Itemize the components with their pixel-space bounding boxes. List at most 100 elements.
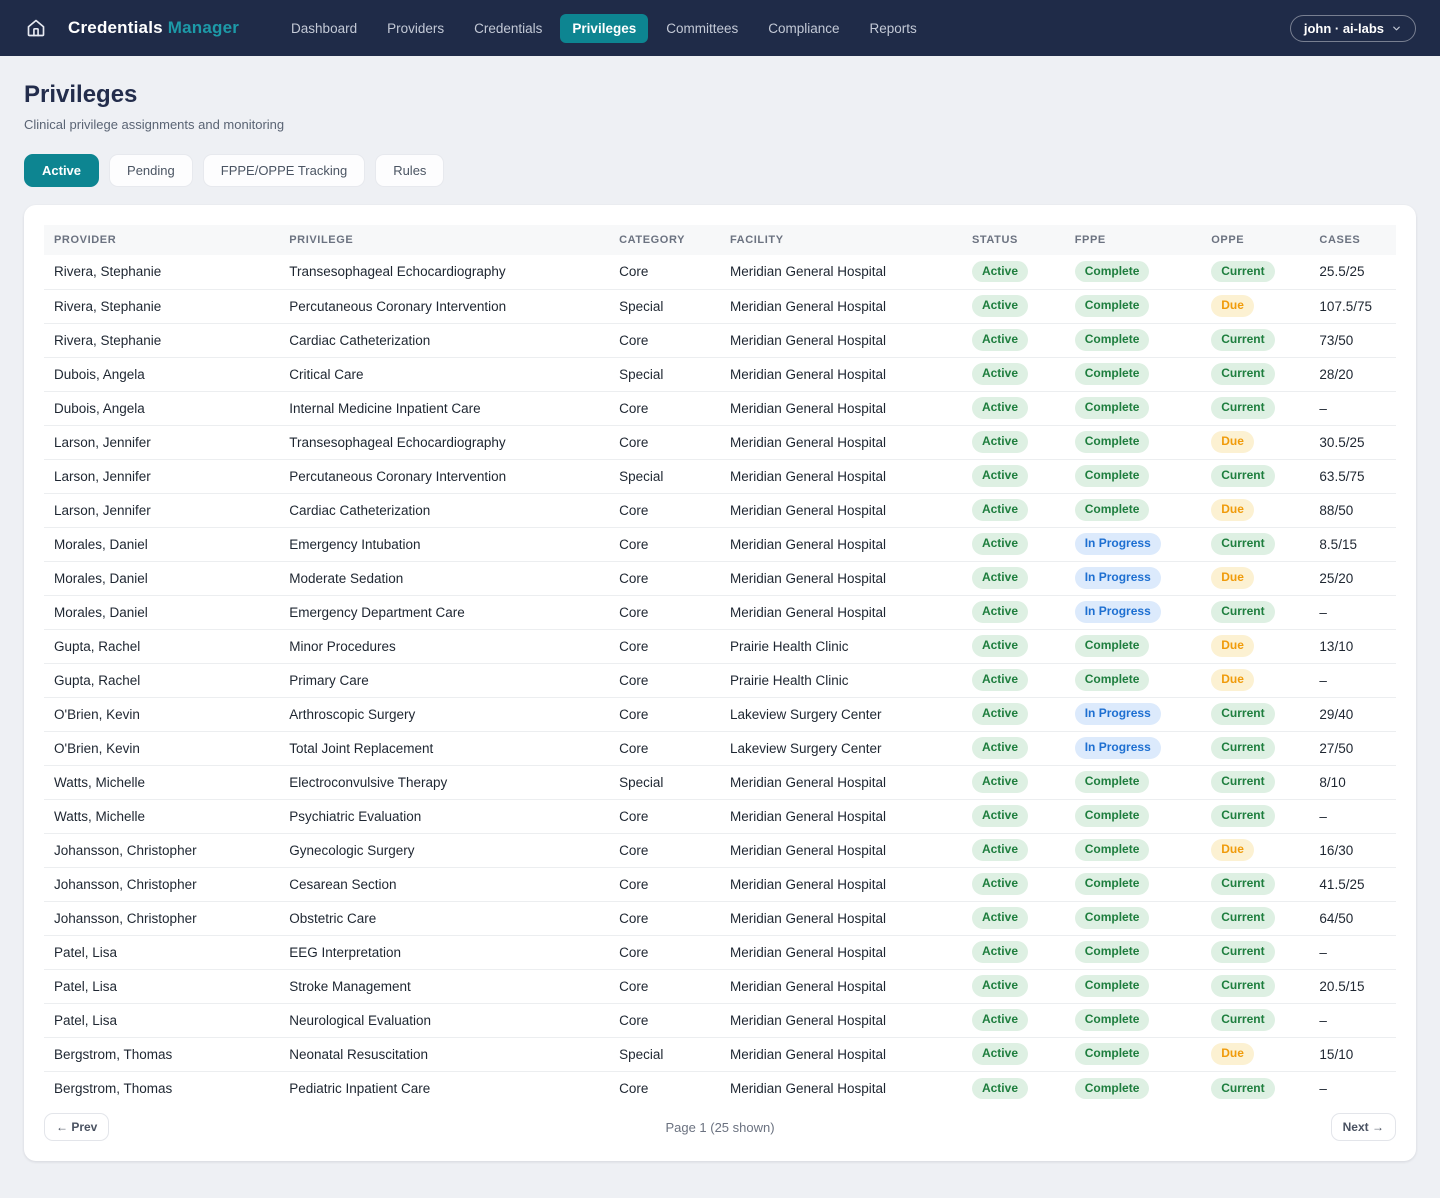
facility-cell: Prairie Health Clinic — [720, 629, 962, 663]
facility-cell: Meridian General Hospital — [720, 425, 962, 459]
oppe-cell: Current — [1201, 765, 1309, 799]
column-header-oppe: OPPE — [1201, 225, 1309, 255]
oppe-cell: Current — [1201, 255, 1309, 289]
privilege-cell: Cardiac Catheterization — [279, 493, 609, 527]
column-header-cases: Cases — [1309, 225, 1396, 255]
table-body: Rivera, StephanieTransesophageal Echocar… — [44, 255, 1396, 1105]
status-badge: Active — [972, 975, 1028, 996]
cases-cell: 27/50 — [1309, 731, 1396, 765]
nav-item-dashboard[interactable]: Dashboard — [279, 14, 369, 43]
fppe-cell: Complete — [1065, 765, 1202, 799]
cases-cell: 88/50 — [1309, 493, 1396, 527]
category-cell: Core — [609, 527, 720, 561]
category-cell: Core — [609, 629, 720, 663]
status-cell: Active — [962, 1037, 1065, 1071]
tab-fppe-oppe-tracking[interactable]: FPPE/OPPE Tracking — [203, 154, 365, 187]
oppe-cell: Due — [1201, 629, 1309, 663]
oppe-badge: Current — [1211, 601, 1274, 622]
table-row: Larson, JenniferPercutaneous Coronary In… — [44, 459, 1396, 493]
oppe-badge: Current — [1211, 465, 1274, 486]
status-badge: Active — [972, 295, 1028, 316]
fppe-cell: Complete — [1065, 425, 1202, 459]
category-cell: Core — [609, 935, 720, 969]
chevron-down-icon — [1391, 23, 1402, 34]
table-header-row: ProviderPrivilegeCategoryFacilityStatusF… — [44, 225, 1396, 255]
fppe-badge: Complete — [1075, 431, 1150, 452]
tab-rules[interactable]: Rules — [375, 154, 444, 187]
provider-cell: Johansson, Christopher — [44, 901, 279, 935]
oppe-badge: Current — [1211, 941, 1274, 962]
status-badge: Active — [972, 907, 1028, 928]
oppe-badge: Current — [1211, 397, 1274, 418]
oppe-cell: Current — [1201, 731, 1309, 765]
pagination: ← Prev Page 1 (25 shown) Next → — [44, 1113, 1396, 1141]
table-row: Patel, LisaEEG InterpretationCoreMeridia… — [44, 935, 1396, 969]
oppe-badge: Current — [1211, 907, 1274, 928]
fppe-badge: Complete — [1075, 329, 1150, 350]
oppe-badge: Due — [1211, 1043, 1254, 1064]
oppe-cell: Due — [1201, 1037, 1309, 1071]
category-cell: Core — [609, 323, 720, 357]
fppe-cell: Complete — [1065, 323, 1202, 357]
privilege-cell: Minor Procedures — [279, 629, 609, 663]
privilege-cell: Critical Care — [279, 357, 609, 391]
status-badge: Active — [972, 363, 1028, 384]
page-title: Privileges — [24, 81, 1416, 109]
provider-cell: Larson, Jennifer — [44, 493, 279, 527]
fppe-badge: Complete — [1075, 873, 1150, 894]
column-header-provider: Provider — [44, 225, 279, 255]
provider-cell: Larson, Jennifer — [44, 425, 279, 459]
fppe-badge: In Progress — [1075, 737, 1161, 758]
fppe-badge: Complete — [1075, 635, 1150, 656]
category-cell: Core — [609, 663, 720, 697]
oppe-cell: Due — [1201, 663, 1309, 697]
cases-cell: 8/10 — [1309, 765, 1396, 799]
fppe-badge: Complete — [1075, 975, 1150, 996]
status-cell: Active — [962, 289, 1065, 323]
fppe-badge: Complete — [1075, 771, 1150, 792]
privilege-cell: Primary Care — [279, 663, 609, 697]
fppe-cell: Complete — [1065, 357, 1202, 391]
nav-item-privileges[interactable]: Privileges — [560, 14, 648, 43]
home-icon[interactable] — [24, 16, 48, 40]
next-page-button[interactable]: Next → — [1331, 1113, 1396, 1141]
cases-cell: – — [1309, 663, 1396, 697]
category-cell: Core — [609, 255, 720, 289]
table-row: Larson, JenniferCardiac Catheterization C… — [44, 493, 1396, 527]
page-subtitle: Clinical privilege assignments and monit… — [24, 117, 1416, 132]
facility-cell: Meridian General Hospital — [720, 323, 962, 357]
provider-cell: Gupta, Rachel — [44, 663, 279, 697]
fppe-badge: Complete — [1075, 907, 1150, 928]
tab-pending[interactable]: Pending — [109, 154, 193, 187]
facility-cell: Lakeview Surgery Center — [720, 697, 962, 731]
oppe-badge: Current — [1211, 261, 1274, 282]
category-cell: Special — [609, 357, 720, 391]
status-badge: Active — [972, 1043, 1028, 1064]
provider-cell: Johansson, Christopher — [44, 867, 279, 901]
user-menu-button[interactable]: john · ai-labs — [1290, 15, 1416, 42]
tab-active[interactable]: Active — [24, 154, 99, 187]
status-cell: Active — [962, 765, 1065, 799]
fppe-cell: Complete — [1065, 493, 1202, 527]
category-cell: Special — [609, 289, 720, 323]
nav-item-committees[interactable]: Committees — [654, 14, 750, 43]
table-row: Rivera, StephaniePercutaneous Coronary I… — [44, 289, 1396, 323]
facility-cell: Meridian General Hospital — [720, 1037, 962, 1071]
privilege-cell: EEG Interpretation — [279, 935, 609, 969]
privilege-cell: Psychiatric Evaluation — [279, 799, 609, 833]
privilege-cell: Emergency Intubation — [279, 527, 609, 561]
cases-cell: 25.5/25 — [1309, 255, 1396, 289]
nav-item-compliance[interactable]: Compliance — [756, 14, 851, 43]
nav-item-providers[interactable]: Providers — [375, 14, 456, 43]
facility-cell: Meridian General Hospital — [720, 935, 962, 969]
status-badge: Active — [972, 397, 1028, 418]
user-menu-label: john · ai-labs — [1304, 21, 1384, 36]
column-header-fppe: FPPE — [1065, 225, 1202, 255]
table-row: Larson, JenniferTransesophageal Echocard… — [44, 425, 1396, 459]
category-cell: Core — [609, 697, 720, 731]
nav-item-credentials[interactable]: Credentials — [462, 14, 554, 43]
prev-page-button[interactable]: ← Prev — [44, 1113, 109, 1141]
status-cell: Active — [962, 1003, 1065, 1037]
status-badge: Active — [972, 329, 1028, 350]
nav-item-reports[interactable]: Reports — [858, 14, 929, 43]
